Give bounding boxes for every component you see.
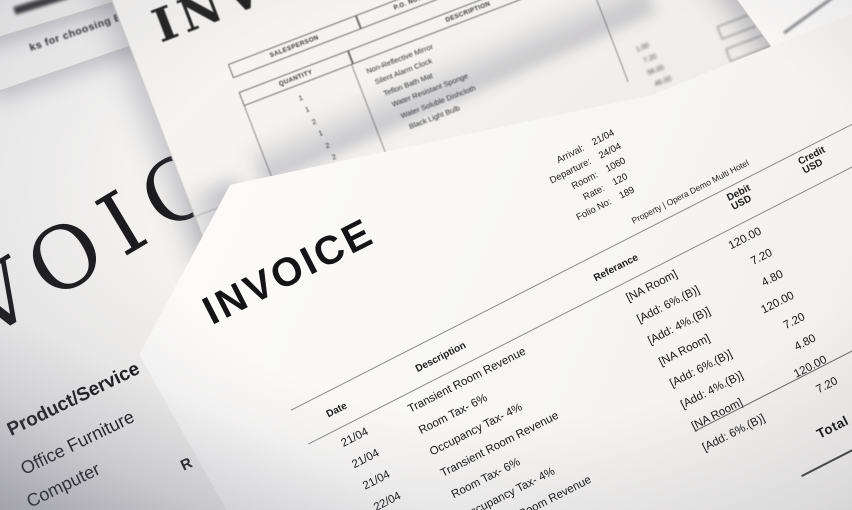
description-column-header: Description [413, 340, 468, 375]
blurred-text-line [13, 0, 69, 15]
front-invoice-title: INVOICE [195, 210, 382, 334]
reference-column-header: Referance [592, 252, 641, 285]
total-label: Total [814, 412, 852, 442]
cell-date: 21/04 [339, 425, 371, 450]
date-column-header: Date [324, 400, 350, 421]
detail-value: 189 [617, 184, 637, 202]
